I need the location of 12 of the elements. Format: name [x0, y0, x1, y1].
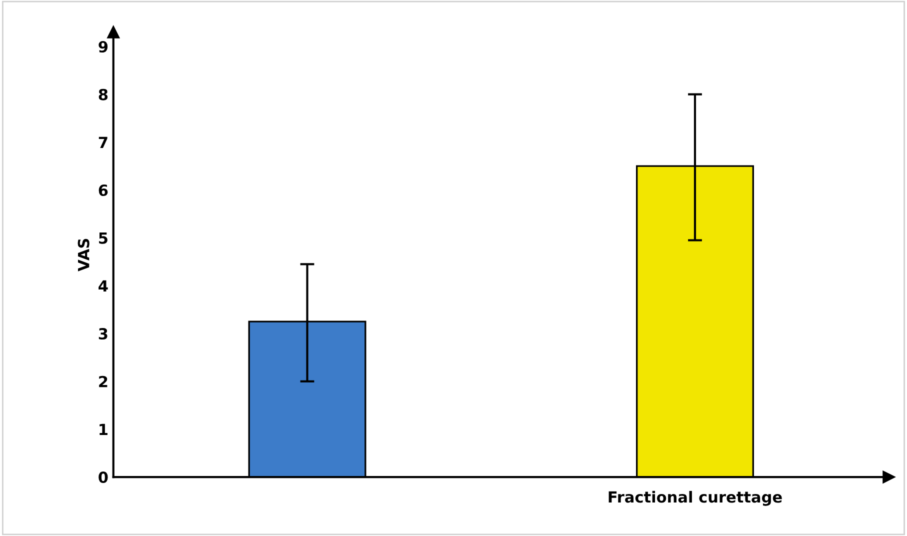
y-tick-label: 6: [98, 184, 108, 196]
y-tick-label: 8: [98, 88, 108, 100]
y-tick-label: 7: [98, 136, 108, 148]
y-tick-label: 9: [98, 40, 108, 53]
y-tick-label: 0: [98, 472, 108, 484]
y-tick-label: 1: [100, 424, 108, 436]
y-tick-label: 3: [98, 328, 108, 340]
y-axis-title: VAS: [78, 238, 90, 272]
y-tick-label: 2: [99, 376, 108, 388]
y-tick-label: 4: [98, 280, 108, 292]
x-tick-label: Fractional curettage: [608, 490, 782, 506]
y-tick-label: 5: [99, 232, 108, 244]
